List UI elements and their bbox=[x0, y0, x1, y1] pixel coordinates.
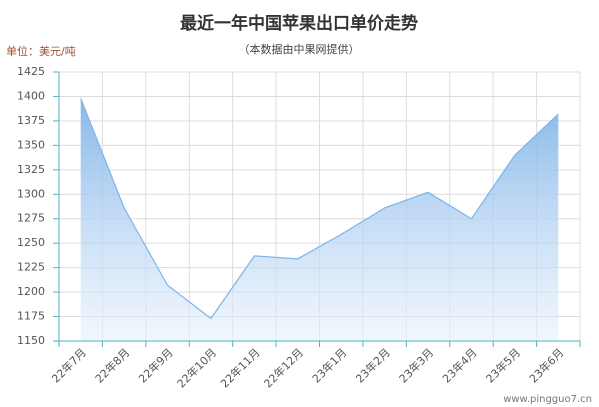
y-tick-label: 1300 bbox=[17, 187, 45, 200]
y-tick-label: 1425 bbox=[17, 65, 45, 78]
chart-title: 最近一年中国苹果出口单价走势 bbox=[180, 13, 418, 34]
x-tick-label: 22年11月 bbox=[217, 345, 262, 390]
y-tick-label: 1250 bbox=[17, 236, 45, 249]
x-tick-label: 23年1月 bbox=[309, 345, 349, 385]
y-tick-label: 1350 bbox=[17, 138, 45, 151]
x-tick-label: 22年9月 bbox=[135, 345, 175, 385]
x-tick-label: 23年4月 bbox=[439, 345, 479, 385]
x-tick-label: 22年10月 bbox=[174, 345, 219, 390]
line bbox=[80, 98, 559, 320]
area bbox=[80, 98, 559, 341]
y-tick-label: 1375 bbox=[17, 114, 45, 127]
y-tick-label: 1150 bbox=[17, 334, 45, 347]
x-tick-label: 23年5月 bbox=[483, 345, 523, 385]
y-tick-label: 1325 bbox=[17, 163, 45, 176]
y-tick-label: 1225 bbox=[17, 261, 45, 274]
x-tick-label: 23年3月 bbox=[396, 345, 436, 385]
x-tick-label: 22年12月 bbox=[261, 345, 306, 390]
y-tick-label: 1175 bbox=[17, 310, 45, 323]
x-tick-label: 22年8月 bbox=[92, 345, 132, 385]
watermark: www.pingguo7.cn bbox=[503, 394, 592, 405]
y-axis-label: 单位：美元/吨 bbox=[6, 44, 76, 58]
x-tick-label: 23年2月 bbox=[353, 345, 393, 385]
y-tick-label: 1275 bbox=[17, 212, 45, 225]
y-tick-label: 1400 bbox=[17, 89, 45, 102]
x-tick-label: 23年6月 bbox=[526, 345, 566, 385]
x-tick-label: 22年7月 bbox=[49, 345, 89, 385]
y-tick-label: 1200 bbox=[17, 285, 45, 298]
chart-subtitle: （本数据由中果网提供） bbox=[239, 42, 360, 56]
